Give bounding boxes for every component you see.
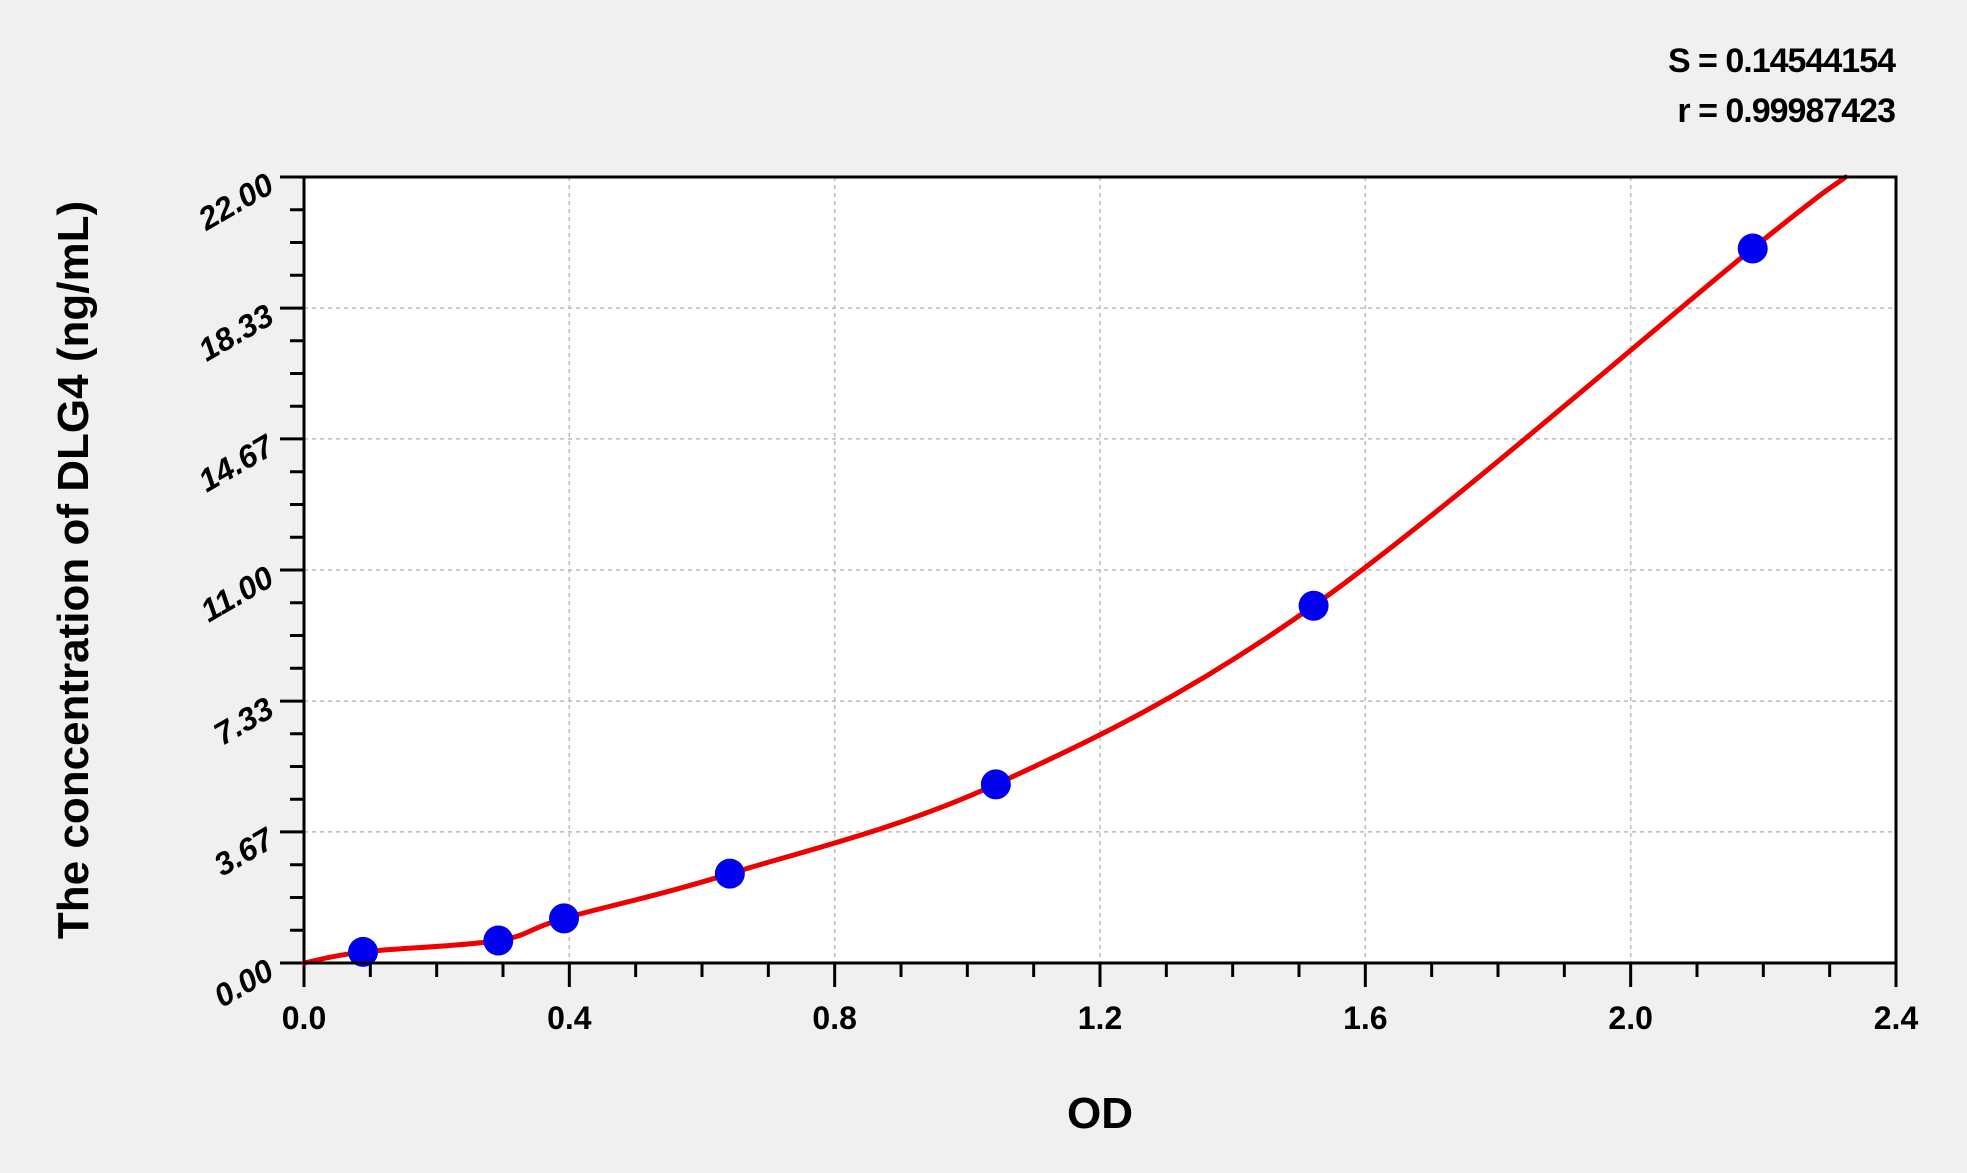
x-tick-label: 0.8 [812,1000,856,1036]
plot-frame [302,175,1898,965]
y-tick-label: 18.33 [192,297,280,368]
y-tick-label: 11.00 [194,559,279,629]
x-tick-label: 2.0 [1608,1000,1652,1036]
data-point [483,925,514,956]
y-axis-label: The concentration of DLG4 (ng/mL) [49,201,98,939]
data-point [1737,233,1768,264]
stat-s: S = 0.14544154 [1667,42,1896,80]
stat-r: r = 0.99987423 [1677,92,1896,130]
x-axis-label: OD [1067,1089,1133,1138]
data-point [714,858,745,889]
y-tick-label: 22.00 [191,166,279,238]
x-tick-label: 1.6 [1343,1000,1387,1036]
data-point [348,936,379,967]
y-tick-label: 7.33 [208,690,280,752]
x-tick-label: 0.4 [547,1000,592,1036]
data-point [980,769,1011,800]
y-tick-label: 3.67 [208,820,282,883]
x-tick-label: 0.0 [282,1000,326,1036]
y-tick-label: 14.67 [192,427,281,499]
data-point [1298,590,1329,621]
x-tick-label: 2.4 [1874,1000,1919,1036]
data-point [549,903,580,934]
x-tick-label: 1.2 [1078,1000,1122,1036]
y-tick-label: 0.00 [208,952,280,1014]
